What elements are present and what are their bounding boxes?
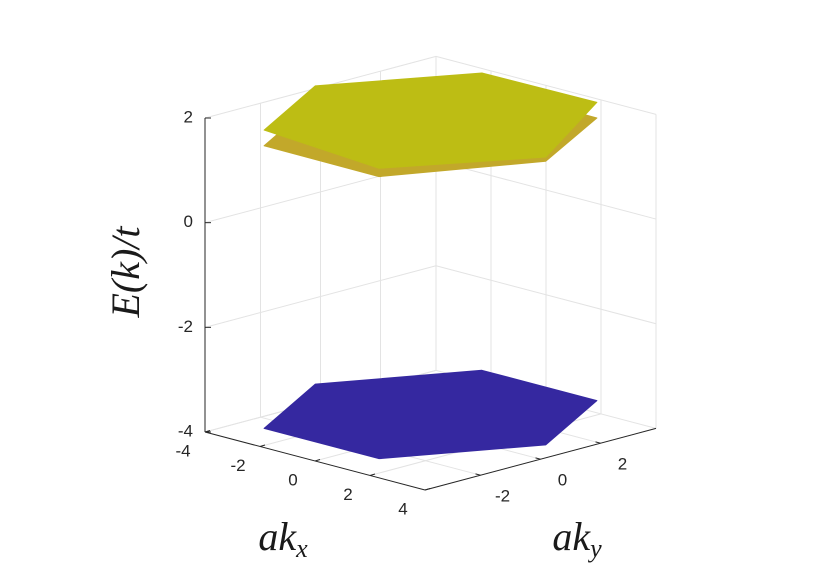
y-tick-label: 2: [618, 455, 627, 474]
surface: [263, 369, 598, 460]
y-tick-label: -2: [495, 487, 510, 506]
y-axis-title: aky: [552, 514, 602, 563]
z-tick-label: 0: [184, 212, 193, 231]
tick-mark: [535, 457, 541, 460]
tick-mark: [369, 473, 376, 476]
tick-mark: [595, 441, 601, 444]
axis-line: [424, 427, 657, 491]
z-tick-label: -4: [178, 421, 193, 440]
y-axis-title-subscript: y: [587, 534, 602, 563]
tick-mark: [424, 488, 431, 491]
z-axis-title: E(k)/t: [103, 226, 148, 319]
tick-mark: [314, 459, 321, 462]
tick-mark: [259, 444, 266, 447]
x-axis-title: akx: [258, 514, 308, 563]
x-tick-label: 2: [343, 485, 352, 504]
x-axis-title-subscript: x: [295, 534, 308, 563]
x-tick-label: -2: [230, 456, 245, 475]
x-tick-label: -4: [175, 441, 190, 460]
y-axis-title-base: ak: [552, 514, 591, 559]
surface: [263, 72, 598, 169]
tick-mark: [475, 473, 481, 476]
y-tick-label: 0: [558, 471, 567, 490]
z-tick-label: 2: [184, 107, 193, 126]
x-axis-title-base: ak: [258, 514, 297, 559]
z-tick-label: -2: [178, 317, 193, 336]
x-tick-label: 0: [288, 470, 297, 489]
x-tick-label: 4: [398, 499, 407, 518]
tick-mark: [204, 430, 211, 433]
